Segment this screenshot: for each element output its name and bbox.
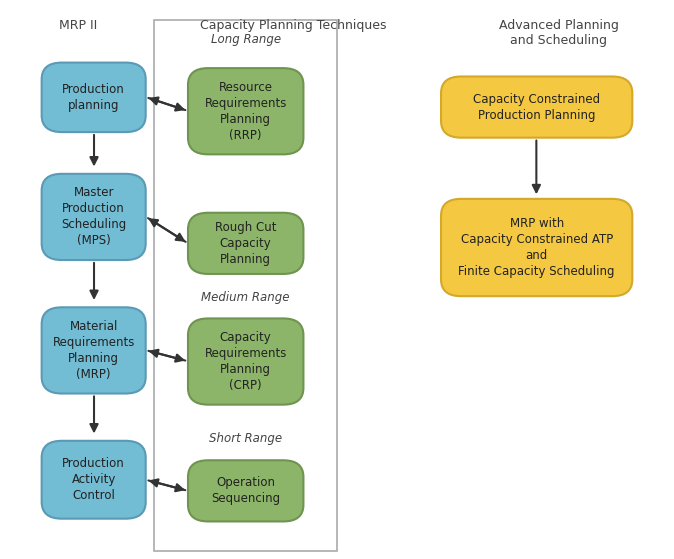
Text: Long Range: Long Range <box>211 33 281 46</box>
Text: Capacity
Requirements
Planning
(CRP): Capacity Requirements Planning (CRP) <box>204 331 287 392</box>
Text: Production
Activity
Control: Production Activity Control <box>62 457 125 502</box>
FancyBboxPatch shape <box>441 77 632 138</box>
Text: Capacity Constrained
Production Planning: Capacity Constrained Production Planning <box>473 93 601 121</box>
Text: Master
Production
Scheduling
(MPS): Master Production Scheduling (MPS) <box>61 186 126 248</box>
Text: Material
Requirements
Planning
(MRP): Material Requirements Planning (MRP) <box>53 320 135 381</box>
FancyBboxPatch shape <box>188 213 303 274</box>
FancyBboxPatch shape <box>188 460 303 522</box>
Text: MRP with
Capacity Constrained ATP
and
Finite Capacity Scheduling: MRP with Capacity Constrained ATP and Fi… <box>458 217 615 278</box>
Text: Resource
Requirements
Planning
(RRP): Resource Requirements Planning (RRP) <box>204 80 287 142</box>
FancyBboxPatch shape <box>42 174 146 260</box>
FancyBboxPatch shape <box>441 199 632 296</box>
Text: Advanced Planning
and Scheduling: Advanced Planning and Scheduling <box>499 19 619 47</box>
FancyBboxPatch shape <box>188 68 303 154</box>
Text: MRP II: MRP II <box>59 19 98 32</box>
Text: Production
planning: Production planning <box>62 83 125 112</box>
Text: Medium Range: Medium Range <box>202 291 290 304</box>
Text: Rough Cut
Capacity
Planning: Rough Cut Capacity Planning <box>215 221 276 266</box>
Text: Operation
Sequencing: Operation Sequencing <box>211 476 280 505</box>
FancyBboxPatch shape <box>188 319 303 405</box>
FancyBboxPatch shape <box>42 441 146 519</box>
FancyBboxPatch shape <box>42 307 146 394</box>
Text: Capacity Planning Techniques: Capacity Planning Techniques <box>200 19 387 32</box>
Text: Short Range: Short Range <box>209 432 282 444</box>
FancyBboxPatch shape <box>42 63 146 132</box>
